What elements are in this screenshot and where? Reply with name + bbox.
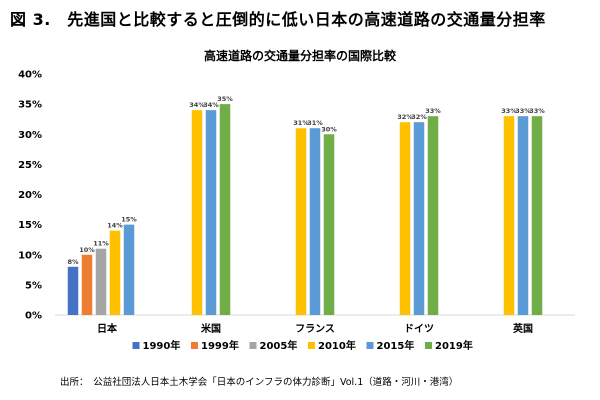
source-citation: 出所： 公益社団法人日本土木学会「日本のインフラの体力診断」Vol.1（道路・河… (60, 377, 459, 388)
data-label: 33% (425, 107, 441, 115)
bar-3-3 (399, 122, 411, 315)
bar-4-5 (531, 116, 543, 315)
y-tick-label: 40% (18, 70, 42, 81)
legend-swatch-3 (308, 342, 315, 349)
legend-label: 1990年 (143, 339, 181, 352)
bar-4-4 (517, 116, 529, 315)
category-label: 英国 (512, 322, 533, 335)
figure-title: 図 3. 先進国と比較すると圧倒的に低い日本の高速道路の交通量分担率 (10, 10, 546, 29)
data-label: 10% (79, 246, 95, 254)
bar-chart: 0%5%10%15%20%25%30%35%40%8%10%11%14%15%日… (18, 70, 575, 352)
bar-4-3 (503, 116, 515, 315)
legend-swatch-2 (249, 342, 257, 349)
bar-0-4 (123, 224, 135, 315)
data-label: 32% (397, 113, 413, 121)
bar-2-3 (295, 128, 307, 315)
data-label: 33% (529, 107, 545, 115)
legend-swatch-4 (366, 342, 374, 349)
y-tick-label: 25% (18, 160, 42, 171)
legend-label: 2015年 (377, 339, 415, 352)
legend-label: 2005年 (260, 339, 298, 352)
y-tick-label: 20% (18, 190, 42, 201)
data-label: 11% (93, 240, 109, 248)
category-label: フランス (295, 323, 335, 335)
data-label: 8% (67, 258, 79, 266)
category-label: 日本 (97, 322, 118, 335)
data-label: 34% (203, 101, 219, 109)
bar-0-0 (67, 266, 79, 315)
chart-title: 高速道路の交通量分担率の国際比較 (203, 49, 396, 63)
bar-1-5 (219, 104, 231, 315)
data-label: 14% (107, 222, 123, 230)
bar-3-4 (413, 122, 425, 315)
legend-label: 1999年 (201, 339, 239, 352)
bar-3-5 (427, 116, 439, 315)
data-label: 31% (307, 119, 323, 127)
bar-2-4 (309, 128, 321, 315)
y-tick-label: 5% (25, 280, 42, 291)
data-label: 35% (217, 95, 233, 103)
bar-0-2 (95, 248, 107, 315)
legend-label: 2019年 (435, 339, 473, 352)
y-tick-label: 10% (18, 250, 42, 261)
bar-0-1 (81, 254, 93, 315)
y-tick-label: 35% (18, 100, 42, 111)
bar-1-4 (205, 110, 217, 316)
data-label: 32% (411, 113, 427, 121)
y-tick-label: 0% (25, 311, 42, 322)
legend-swatch-0 (132, 342, 140, 349)
bar-1-3 (191, 110, 203, 316)
data-label: 34% (189, 101, 205, 109)
legend-label: 2010年 (318, 339, 356, 352)
y-tick-label: 30% (18, 130, 42, 141)
legend-swatch-5 (425, 342, 432, 349)
data-label: 33% (501, 107, 517, 115)
bar-0-3 (109, 230, 121, 315)
legend-swatch-1 (191, 342, 198, 349)
bar-2-5 (323, 134, 335, 315)
data-label: 15% (121, 216, 137, 224)
data-label: 31% (293, 119, 309, 127)
y-tick-label: 15% (18, 220, 42, 231)
data-label: 33% (515, 107, 531, 115)
category-label: ドイツ (404, 323, 434, 335)
category-label: 米国 (201, 322, 221, 335)
data-label: 30% (321, 125, 337, 133)
